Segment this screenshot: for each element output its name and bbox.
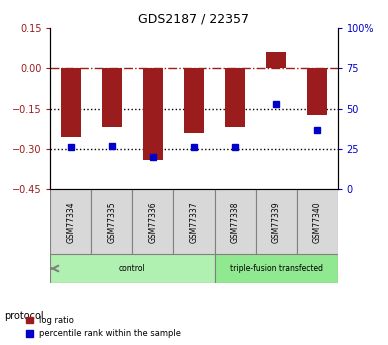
FancyBboxPatch shape <box>50 254 215 283</box>
Bar <box>266 52 286 68</box>
Text: protocol: protocol <box>4 311 43 321</box>
Text: GSM77340: GSM77340 <box>313 201 322 243</box>
Text: GSM77336: GSM77336 <box>149 201 158 243</box>
FancyBboxPatch shape <box>173 189 215 254</box>
FancyBboxPatch shape <box>256 189 296 254</box>
Legend: log ratio, percentile rank within the sample: log ratio, percentile rank within the sa… <box>24 314 184 341</box>
Bar <box>225 68 245 127</box>
Title: GDS2187 / 22357: GDS2187 / 22357 <box>139 12 249 25</box>
FancyBboxPatch shape <box>132 189 173 254</box>
Text: GSM77339: GSM77339 <box>272 201 281 243</box>
Bar <box>184 68 204 133</box>
FancyBboxPatch shape <box>92 189 132 254</box>
FancyBboxPatch shape <box>296 189 338 254</box>
Text: GSM77337: GSM77337 <box>189 201 199 243</box>
Text: GSM77335: GSM77335 <box>107 201 116 243</box>
Bar <box>307 68 327 115</box>
Text: GSM77338: GSM77338 <box>230 201 239 243</box>
FancyBboxPatch shape <box>50 189 92 254</box>
Bar <box>102 68 122 127</box>
Bar <box>143 68 163 160</box>
Text: control: control <box>119 264 146 273</box>
FancyBboxPatch shape <box>215 254 338 283</box>
Text: GSM77334: GSM77334 <box>66 201 75 243</box>
FancyBboxPatch shape <box>215 189 256 254</box>
Bar <box>61 68 81 137</box>
Text: triple-fusion transfected: triple-fusion transfected <box>230 264 322 273</box>
